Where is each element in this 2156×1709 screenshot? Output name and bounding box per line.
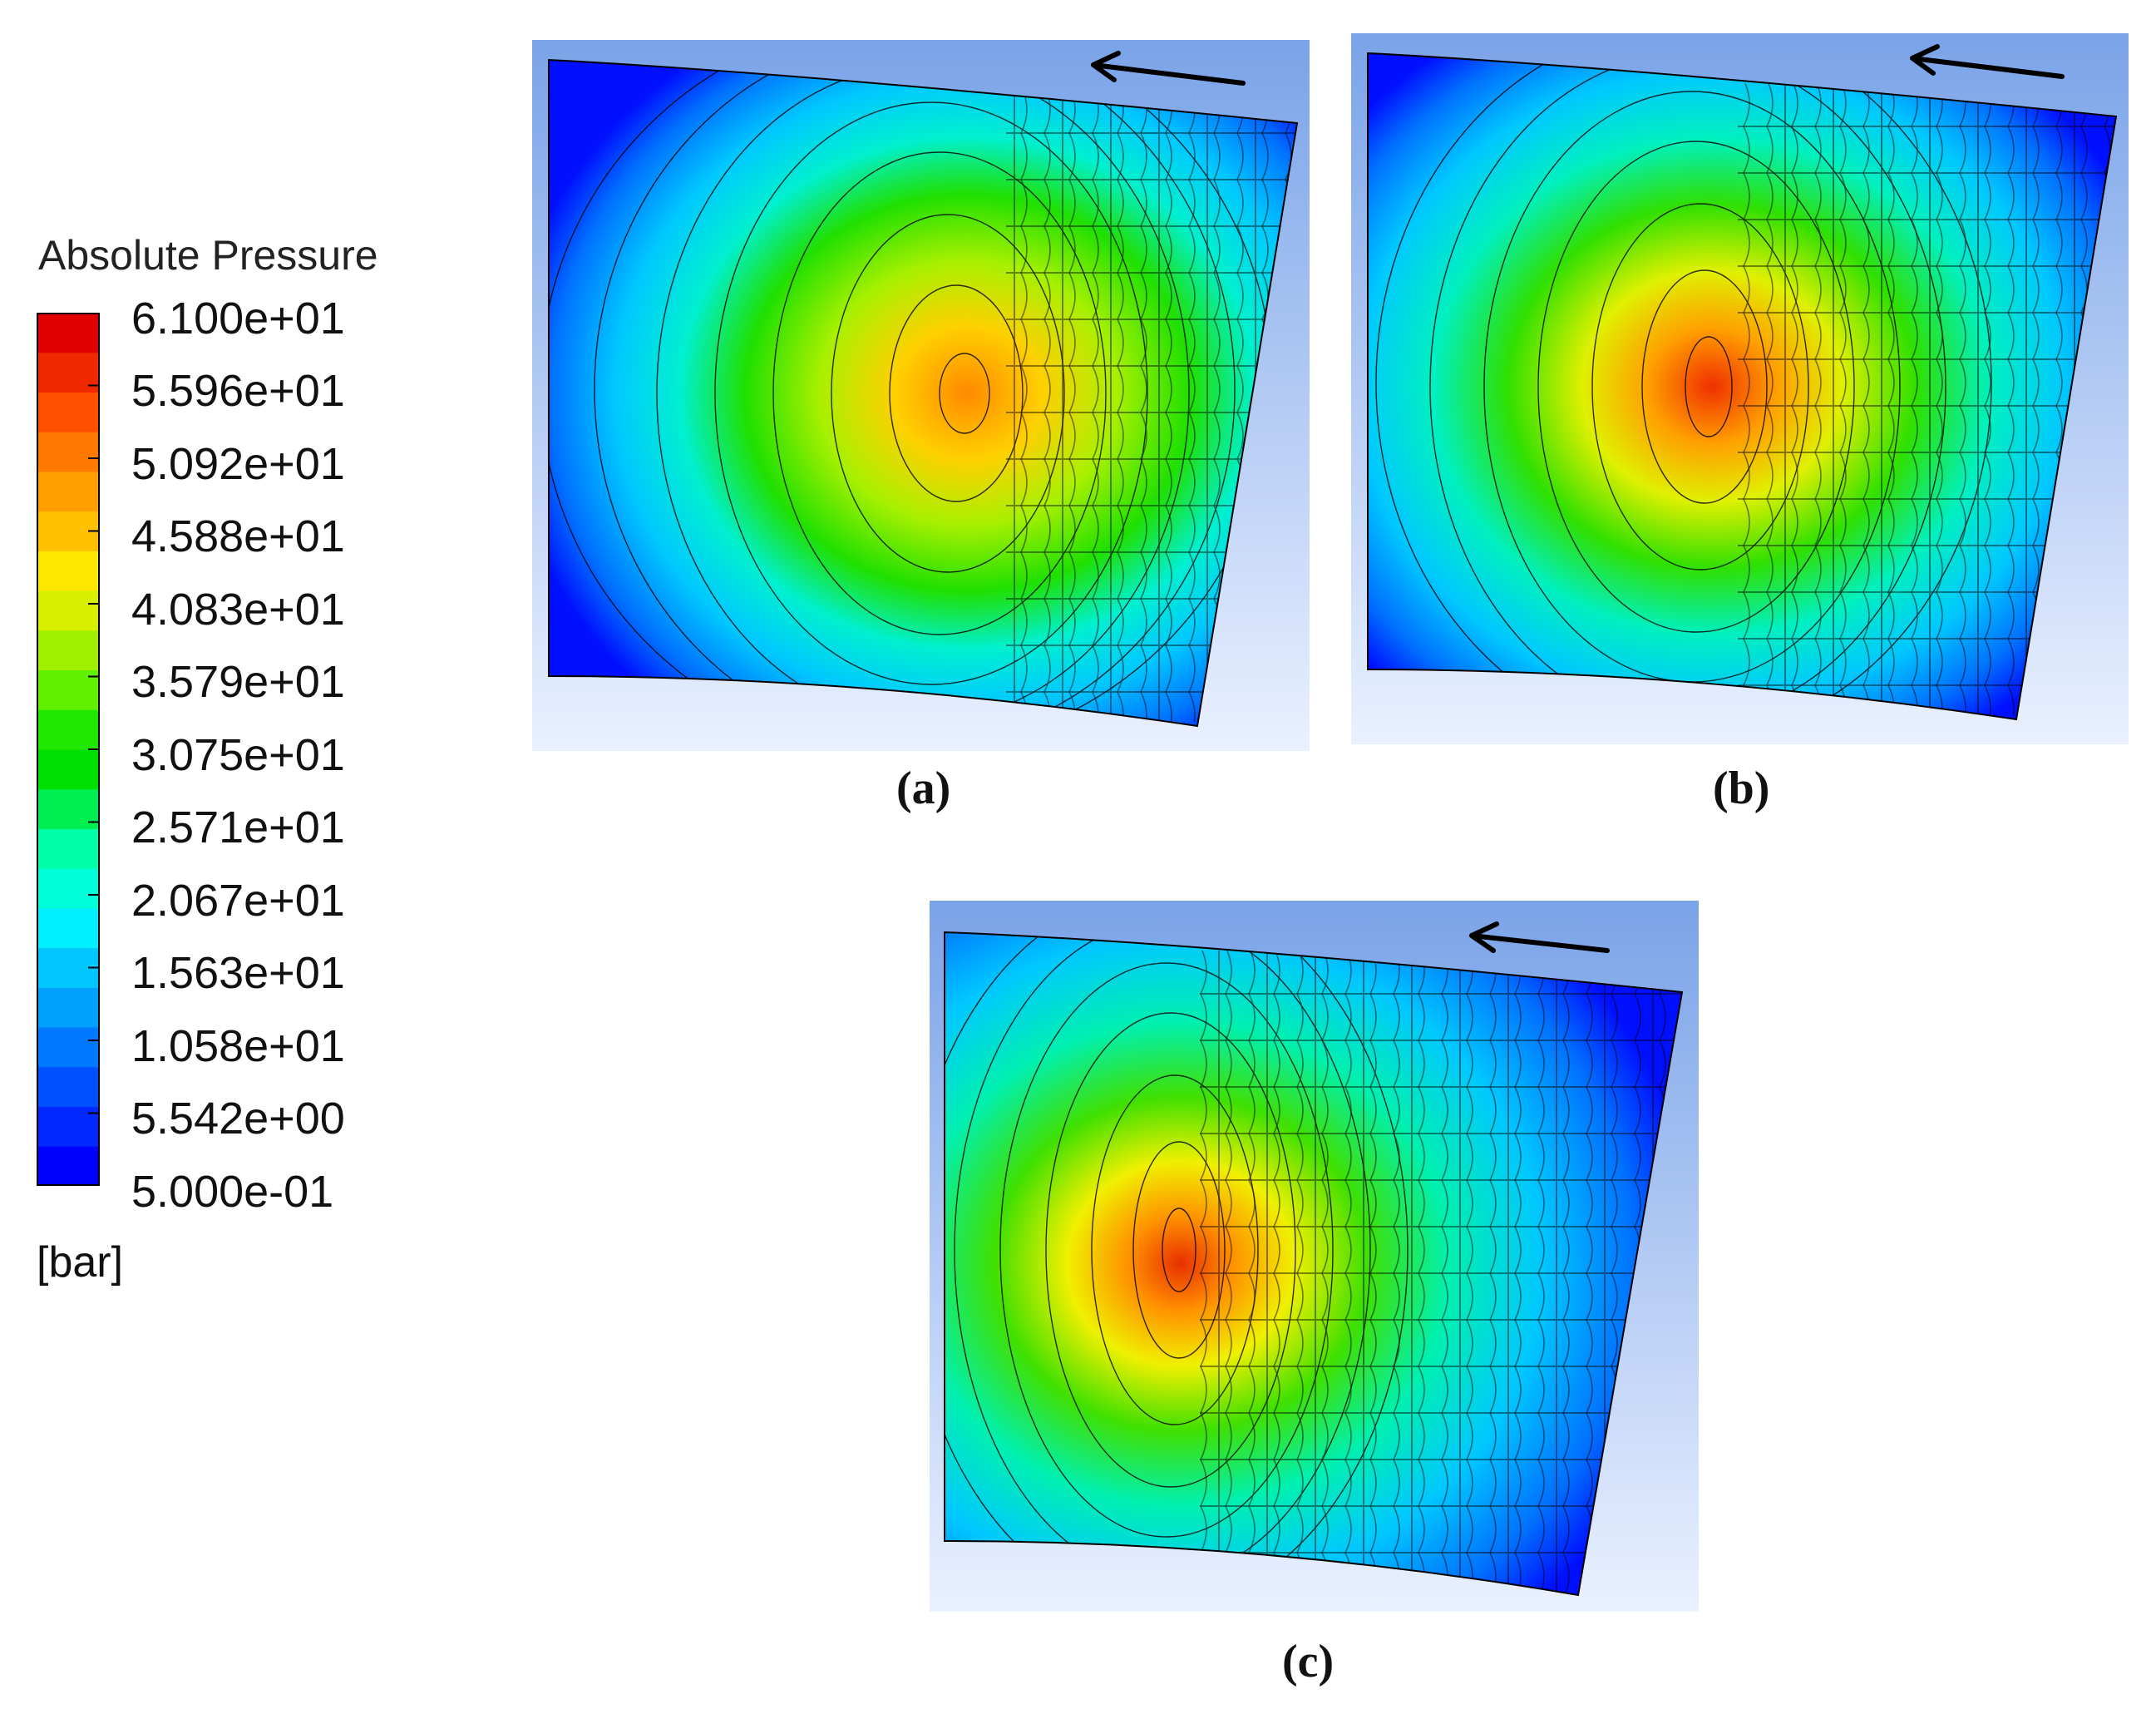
rotation-arrow-c bbox=[1469, 921, 1610, 953]
legend-tick-label: 4.083e+01 bbox=[131, 585, 345, 635]
colorbar-segment bbox=[37, 471, 100, 512]
colorbar-segment bbox=[37, 551, 100, 591]
colorbar-segment bbox=[37, 749, 100, 790]
legend-tick-label: 5.092e+01 bbox=[131, 439, 345, 489]
legend-colorbar bbox=[37, 313, 100, 1186]
contour-plot-a bbox=[532, 40, 1310, 751]
legend-tick-label: 2.571e+01 bbox=[131, 803, 345, 852]
legend-tick-label: 5.000e-01 bbox=[131, 1167, 334, 1217]
colorbar-segment bbox=[37, 828, 100, 869]
panel-caption-b: (b) bbox=[1713, 763, 1770, 814]
contour-plot-b bbox=[1351, 33, 2129, 744]
colorbar-segment bbox=[37, 1027, 100, 1068]
panel-caption-c: (c) bbox=[1282, 1636, 1335, 1687]
legend-unit: [bar] bbox=[37, 1238, 124, 1287]
contour-panel-c bbox=[930, 901, 1699, 1612]
colorbar-segment bbox=[37, 630, 100, 671]
colorbar-segment bbox=[37, 313, 100, 353]
legend-tick-label: 1.058e+01 bbox=[131, 1021, 345, 1071]
rotation-arrow-a bbox=[1091, 51, 1246, 86]
colorbar-segment bbox=[37, 709, 100, 750]
contour-panel-a bbox=[532, 40, 1310, 751]
legend-tick-label: 1.563e+01 bbox=[131, 948, 345, 998]
colorbar-segment bbox=[37, 392, 100, 432]
rotation-arrow-b bbox=[1910, 44, 2065, 79]
colorbar-segment bbox=[37, 1066, 100, 1108]
legend-title: Absolute Pressure bbox=[38, 232, 378, 279]
colorbar-segment bbox=[37, 590, 100, 631]
colorbar-segment bbox=[37, 432, 100, 472]
colorbar-segment bbox=[37, 788, 100, 829]
legend-tick-label: 3.579e+01 bbox=[131, 657, 345, 707]
colorbar-segment bbox=[37, 987, 100, 1028]
colorbar-border bbox=[37, 313, 100, 1186]
panel-caption-a: (a) bbox=[896, 763, 951, 814]
colorbar-segment bbox=[37, 352, 100, 393]
legend-tick-label: 6.100e+01 bbox=[131, 294, 345, 343]
legend-tick-label: 2.067e+01 bbox=[131, 876, 345, 926]
colorbar-segment bbox=[37, 868, 100, 909]
colorbar-segment bbox=[37, 907, 100, 949]
legend-tick-label: 5.596e+01 bbox=[131, 366, 345, 416]
contour-panel-b bbox=[1351, 33, 2129, 744]
legend-tick-label: 3.075e+01 bbox=[131, 730, 345, 780]
colorbar-segment bbox=[37, 1146, 100, 1186]
legend-tick-label: 5.542e+00 bbox=[131, 1094, 345, 1143]
legend-tick-label: 4.588e+01 bbox=[131, 511, 345, 561]
contour-plot-c bbox=[930, 901, 1699, 1612]
